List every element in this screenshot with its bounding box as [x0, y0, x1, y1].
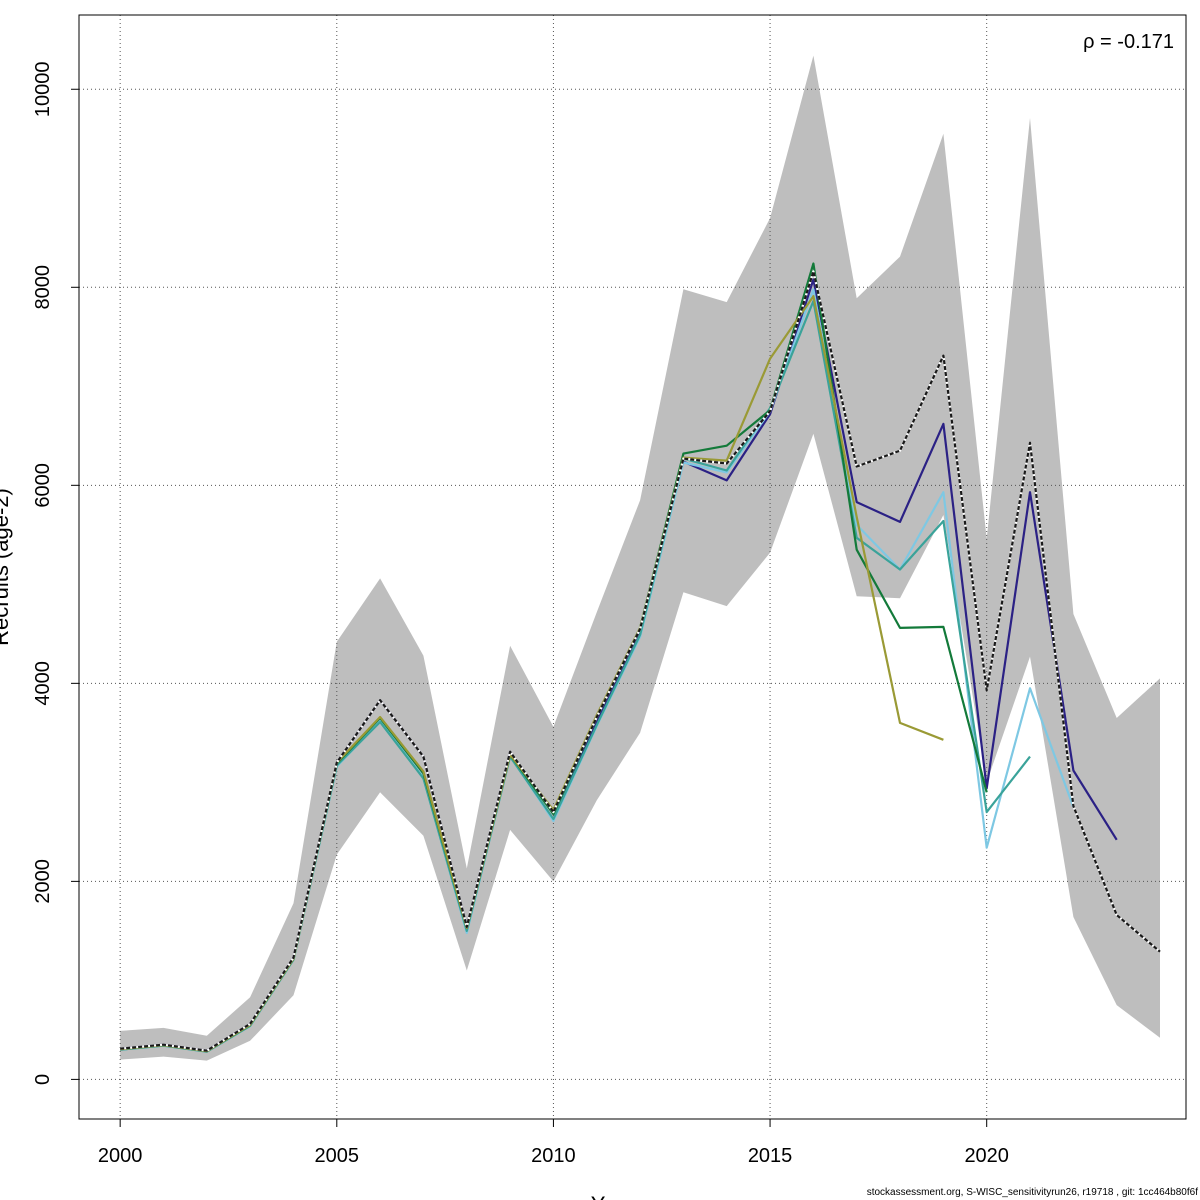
- series-line-base: [120, 270, 1161, 1052]
- y-tick-label-4000: 4000: [32, 661, 54, 706]
- y-tick-label-6000: 6000: [32, 463, 54, 508]
- series-layer: [120, 262, 1161, 1053]
- footer-source: stockassessment.org, S-WISC_sensitivityr…: [867, 1187, 1198, 1198]
- rho-annotation: ρ = -0.171: [1083, 31, 1174, 53]
- y-tick-label-10000: 10000: [32, 61, 54, 117]
- x-axis-title: Year: [591, 1192, 635, 1200]
- y-tick-label-0: 0: [32, 1074, 54, 1085]
- y-axis-title: Recruits (age-2): [0, 488, 13, 646]
- plot-frame: [78, 14, 1187, 1120]
- x-tick-label-2015: 2015: [748, 1145, 793, 1167]
- x-tick-label-2005: 2005: [315, 1145, 360, 1167]
- grid-layer: [79, 15, 1186, 1119]
- confidence-band: [120, 55, 1161, 1061]
- axis-layer: 2000 2005 2010 2015 2020 0 2000 4000 6000 8000 100…: [32, 61, 1009, 1167]
- confidence-band-layer: [120, 55, 1161, 1061]
- x-tick-label-2000: 2000: [98, 1145, 143, 1167]
- x-tick-label-2010: 2010: [531, 1145, 576, 1167]
- y-tick-label-8000: 8000: [32, 265, 54, 310]
- x-tick-label-2020: 2020: [964, 1145, 1009, 1167]
- y-tick-label-2000: 2000: [32, 859, 54, 904]
